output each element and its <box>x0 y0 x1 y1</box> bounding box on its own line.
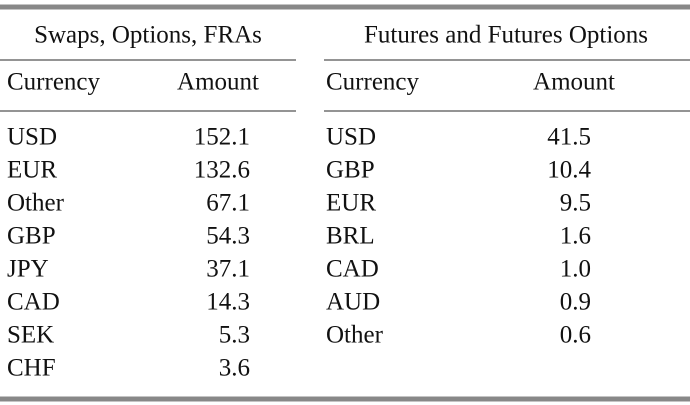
amount-cell: 0.6 <box>560 322 591 349</box>
currency-cell: CAD <box>7 289 60 316</box>
amount-cell: 54.3 <box>206 223 250 250</box>
amount-cell: 152.1 <box>194 124 250 151</box>
currency-cell: Other <box>7 190 65 217</box>
currency-cell: USD <box>7 124 57 151</box>
column-header: Currency <box>7 69 101 96</box>
currency-cell: Other <box>326 322 384 349</box>
group-title: Futures and Futures Options <box>364 22 648 49</box>
amount-cell: 10.4 <box>547 157 591 184</box>
amount-cell: 132.6 <box>194 157 250 184</box>
column-header: Amount <box>533 69 615 96</box>
column-header: Amount <box>177 69 259 96</box>
currency-cell: GBP <box>326 157 375 184</box>
amount-cell: 3.6 <box>219 355 250 382</box>
amount-cell: 1.6 <box>560 223 591 250</box>
amount-cell: 1.0 <box>560 256 591 283</box>
currency-cell: CAD <box>326 256 379 283</box>
currency-cell: GBP <box>7 223 56 250</box>
currency-cell: EUR <box>7 157 57 184</box>
amount-cell: 0.9 <box>560 289 591 316</box>
amount-cell: 5.3 <box>219 322 250 349</box>
currency-cell: USD <box>326 124 376 151</box>
currency-cell: JPY <box>7 256 49 283</box>
currency-cell: SEK <box>7 322 54 349</box>
amount-cell: 9.5 <box>560 190 591 217</box>
amount-cell: 37.1 <box>206 256 250 283</box>
group-title: Swaps, Options, FRAs <box>34 22 262 49</box>
currency-cell: AUD <box>326 289 380 316</box>
currency-cell: BRL <box>326 223 375 250</box>
amount-cell: 41.5 <box>547 124 591 151</box>
currency-cell: EUR <box>326 190 376 217</box>
amount-cell: 14.3 <box>206 289 250 316</box>
currency-cell: CHF <box>7 355 56 382</box>
amount-cell: 67.1 <box>206 190 250 217</box>
column-header: Currency <box>326 69 420 96</box>
